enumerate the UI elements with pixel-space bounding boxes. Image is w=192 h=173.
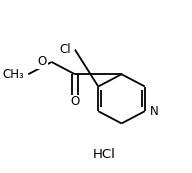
Text: HCl: HCl — [93, 148, 116, 161]
Text: O: O — [38, 56, 47, 69]
Text: Cl: Cl — [60, 43, 71, 56]
Text: O: O — [70, 95, 79, 108]
Text: CH₃: CH₃ — [2, 68, 24, 81]
Text: N: N — [150, 105, 158, 118]
